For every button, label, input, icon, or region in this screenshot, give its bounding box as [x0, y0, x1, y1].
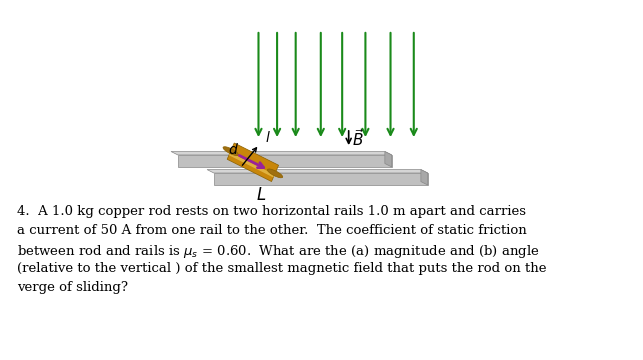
Polygon shape — [385, 152, 392, 167]
Polygon shape — [171, 152, 392, 155]
Text: a current of 50 A from one rail to the other.  The coefficient of static frictio: a current of 50 A from one rail to the o… — [17, 224, 527, 237]
Text: between rod and rails is $\mu_s$ = 0.60.  What are the (a) magnitude and (b) ang: between rod and rails is $\mu_s$ = 0.60.… — [17, 243, 539, 260]
Ellipse shape — [267, 169, 283, 178]
Polygon shape — [421, 170, 428, 185]
Polygon shape — [229, 152, 275, 177]
Ellipse shape — [223, 147, 239, 156]
Text: verge of sliding?: verge of sliding? — [17, 281, 128, 294]
Text: (relative to the vertical ) of the smallest magnetic field that puts the rod on : (relative to the vertical ) of the small… — [17, 262, 547, 275]
Polygon shape — [207, 170, 428, 173]
Text: $\vec{B}$: $\vec{B}$ — [352, 128, 365, 149]
Polygon shape — [178, 155, 392, 167]
Text: $L$: $L$ — [256, 186, 266, 204]
Text: $l$: $l$ — [265, 130, 271, 144]
Polygon shape — [214, 173, 428, 185]
Text: 4.  A 1.0 kg copper rod rests on two horizontal rails 1.0 m apart and carries: 4. A 1.0 kg copper rod rests on two hori… — [17, 205, 526, 218]
Polygon shape — [227, 143, 278, 181]
Text: $d$: $d$ — [228, 142, 239, 157]
